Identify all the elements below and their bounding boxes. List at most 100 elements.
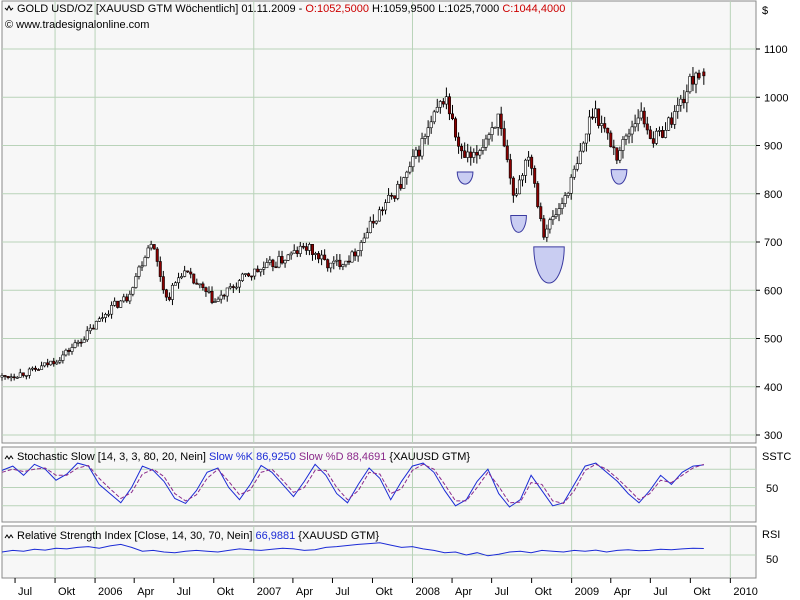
candle (271, 258, 275, 272)
candle (560, 197, 564, 215)
candle-body (152, 244, 156, 250)
candle (380, 206, 384, 216)
rsi-panel-header: Relative Strength Index [Close, 14, 30, … (4, 529, 780, 566)
candle-body (244, 273, 248, 275)
chart-type-icon[interactable] (4, 4, 14, 11)
candle (110, 301, 114, 319)
candle (289, 251, 293, 260)
candle (283, 259, 287, 268)
candle-body (612, 146, 616, 149)
candle (259, 268, 263, 277)
candle-body (301, 245, 305, 248)
candle (390, 192, 394, 200)
candle-body (633, 123, 637, 128)
time-tick-label: Jul (18, 586, 32, 598)
candle (591, 108, 595, 120)
time-tick-label: Apr (455, 586, 472, 598)
candle (572, 165, 576, 180)
candle-body (368, 220, 372, 233)
candle-body (673, 111, 677, 125)
candle-body (679, 98, 683, 106)
time-tick-label: Jul (653, 586, 667, 598)
candle (682, 90, 686, 109)
candle-body (591, 116, 595, 119)
open-value: O:1052,5000 (305, 3, 369, 15)
candle-body (76, 341, 80, 344)
candle (198, 283, 202, 289)
time-tick-label: Okt (217, 586, 234, 598)
candle (411, 149, 415, 172)
candle (49, 360, 53, 366)
candle-body (33, 367, 37, 370)
candle-body (463, 150, 467, 158)
candle-body (37, 369, 41, 371)
candle (219, 290, 223, 304)
candle (670, 112, 674, 128)
candle-body (298, 245, 302, 254)
time-tick-label: 2008 (415, 586, 439, 598)
stochastic-panel[interactable] (1, 446, 757, 523)
candle-body (505, 145, 509, 160)
candle (323, 249, 327, 261)
price-panel[interactable] (1, 0, 757, 444)
candle-body (344, 260, 348, 266)
candle-body (551, 216, 555, 221)
candle (393, 195, 397, 202)
candle (280, 250, 284, 265)
candle (170, 282, 174, 306)
candle-body (85, 330, 89, 341)
candle-body (280, 256, 284, 264)
candle (618, 146, 622, 164)
candle (173, 281, 177, 286)
candle-body (493, 127, 497, 129)
candle (575, 156, 579, 172)
candle (621, 136, 625, 159)
candle (155, 247, 159, 267)
candle (484, 134, 488, 151)
candle (46, 358, 50, 368)
candle-body (520, 175, 524, 181)
candle-body (326, 259, 330, 269)
time-tick-label: Jul (177, 586, 191, 598)
candle (161, 270, 165, 294)
candle (673, 105, 677, 129)
candle (530, 154, 534, 176)
candle (216, 296, 220, 302)
time-tick-label: 2009 (575, 586, 599, 598)
time-tick-label: Jul (335, 586, 349, 598)
candle (469, 146, 473, 166)
time-axis: Jul Okt 2006 Apr Jul Okt 2007 Apr Jul Okt 2008 Apr J… (14, 578, 758, 598)
stochastic-series-slow-k (1, 462, 704, 508)
candle-body (432, 111, 436, 123)
stochastic-symbol: {XAUUSD GTM} (386, 451, 470, 463)
candle (79, 338, 83, 347)
candle-body (530, 156, 534, 169)
candle-body (429, 121, 433, 129)
indicator-icon[interactable] (4, 455, 14, 460)
candle (6, 375, 10, 380)
candle (27, 367, 31, 379)
candle (365, 227, 369, 239)
candle-body (648, 129, 652, 139)
candle-body (164, 289, 168, 298)
candle (307, 242, 311, 256)
candle-body (457, 136, 461, 147)
candle-body (557, 208, 561, 216)
time-tick-label: Jul (495, 586, 509, 598)
candle-body (9, 376, 13, 379)
candle-body (615, 147, 619, 161)
candle-body (542, 218, 546, 238)
candle (247, 272, 251, 278)
candle-body (405, 171, 409, 178)
candle-body (304, 246, 308, 251)
candle (664, 122, 668, 139)
candle-body (587, 116, 591, 135)
candle (76, 339, 80, 347)
candle (633, 114, 637, 132)
candle-body (490, 127, 494, 135)
candle (490, 121, 494, 142)
time-tick-label: Okt (693, 586, 710, 598)
indicator-icon[interactable] (4, 534, 14, 539)
rsi-panel[interactable] (1, 525, 757, 579)
candle-body (307, 244, 311, 251)
